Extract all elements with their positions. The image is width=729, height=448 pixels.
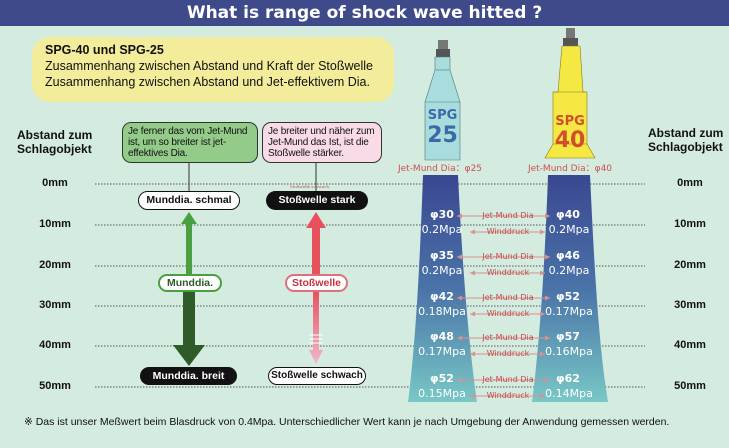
- jet-mund-dia-label: Jet-Mund Dia: [482, 375, 534, 384]
- distance-label-left: 50mm: [39, 380, 71, 392]
- distance-label-right: 10mm: [674, 218, 706, 230]
- winddruck-label: Winddruck: [486, 391, 530, 400]
- spg25-pressure-value: 0.2Mpa: [421, 264, 463, 277]
- arrowhead: [545, 377, 550, 383]
- spg40-pressure-value: 0.2Mpa: [548, 223, 590, 236]
- arrowhead: [457, 254, 462, 260]
- spg25-pressure-value: 0.18Mpa: [418, 305, 466, 318]
- arrowhead: [540, 351, 545, 357]
- munddia-breit-label: Munddia. breit: [140, 367, 237, 385]
- axis-label-left: Abstand zum Schlagobjekt: [17, 128, 93, 156]
- distance-label-left: 10mm: [39, 218, 71, 230]
- arrowhead: [540, 393, 545, 399]
- intro-box: SPG-40 und SPG-25 Zusammenhang zwischen …: [32, 37, 394, 102]
- spg25-dia-value: φ48: [430, 330, 454, 343]
- distance-label-right: 30mm: [674, 299, 706, 311]
- distance-label-right: 20mm: [674, 259, 706, 271]
- arrowhead: [457, 295, 462, 301]
- stosswelle-label: Stoßwelle: [285, 274, 348, 292]
- intro-line: Zusammenhang zwischen Abstand und Kraft …: [45, 59, 373, 73]
- munddia-schmal-label: Munddia. schmal: [138, 191, 240, 210]
- callout-stosswelle: Je breiter und näher zum Jet-Mund das Is…: [262, 122, 382, 163]
- spg25-brand: SPG: [427, 108, 458, 123]
- stosswelle-stark-label: Stoßwelle stark: [266, 191, 368, 210]
- jet-mund-dia-label: Jet-Mund Dia: [482, 252, 534, 261]
- nozzle-spg25: [424, 40, 461, 161]
- distance-label-left: 40mm: [39, 339, 71, 351]
- winddruck-label: Winddruck: [486, 309, 530, 318]
- spg25-dia-value: φ35: [430, 249, 454, 262]
- spg40-pressure-value: 0.17Mpa: [545, 305, 593, 318]
- distance-label-left: 0mm: [42, 177, 68, 189]
- spg40-dia-value: φ52: [556, 290, 580, 303]
- arrowhead: [545, 213, 550, 219]
- pink-arrow-down: [309, 291, 323, 364]
- intro-line: Zusammenhang zwischen Abstand und Jet-ef…: [45, 75, 370, 89]
- distance-label-left: 30mm: [39, 299, 71, 311]
- distance-label-right: 0mm: [677, 177, 703, 189]
- arrowhead: [470, 270, 475, 276]
- spg40-dia-value: φ46: [556, 249, 580, 262]
- munddia-label: Munddia.: [158, 274, 222, 292]
- jet-spg40: [532, 175, 608, 402]
- nozzle-spg40: [544, 28, 596, 159]
- arrowhead: [457, 213, 462, 219]
- arrowhead: [470, 393, 475, 399]
- spg25-pressure-value: 0.2Mpa: [421, 223, 463, 236]
- jet-mund-dia-label: Jet-Mund Dia: [482, 211, 534, 220]
- spg40-mouth-label: Jet-Mund Dia：φ40: [527, 164, 613, 174]
- jet-spg25: [408, 175, 477, 402]
- green-arrow-up: [181, 212, 197, 275]
- spg25-dia-value: φ30: [430, 208, 454, 221]
- stosswelle-tiny-label: Stoßwelle schwach: [290, 184, 329, 189]
- winddruck-label: Winddruck: [486, 268, 530, 277]
- arrowhead: [545, 295, 550, 301]
- pink-arrow-up: [306, 212, 326, 275]
- spg25-pressure-value: 0.15Mpa: [418, 387, 466, 400]
- distance-label-right: 50mm: [674, 380, 706, 392]
- arrowhead: [470, 311, 475, 317]
- stosswelle-schwach-label: Stoßwelle schwach: [268, 367, 366, 385]
- spg40-pressure-value: 0.2Mpa: [548, 264, 590, 277]
- spg40-dia-value: φ40: [556, 208, 580, 221]
- axis-label-right: Abstand zum Schlagobjekt: [648, 126, 724, 154]
- winddruck-label: Winddruck: [486, 227, 530, 236]
- footnote: ※ Das ist unser Meßwert beim Blasdruck v…: [24, 416, 670, 428]
- green-arrow-down: [173, 291, 205, 366]
- spg25-model: 25: [427, 123, 458, 148]
- intro-heading: SPG-40 und SPG-25: [45, 43, 164, 57]
- spg25-pressure-value: 0.17Mpa: [418, 345, 466, 358]
- arrowhead: [457, 335, 462, 341]
- arrowhead: [470, 351, 475, 357]
- page-title: What is range of shock wave hitted ?: [0, 0, 729, 26]
- arrowhead: [540, 270, 545, 276]
- jet-mund-dia-label: Jet-Mund Dia: [482, 333, 534, 342]
- arrowhead: [457, 377, 462, 383]
- spg40-pressure-value: 0.14Mpa: [545, 387, 593, 400]
- spg40-dia-value: φ57: [556, 330, 580, 343]
- arrowhead: [470, 229, 475, 235]
- arrowhead: [545, 335, 550, 341]
- spg40-pressure-value: 0.16Mpa: [545, 345, 593, 358]
- arrowhead: [540, 311, 545, 317]
- spg40-model: 40: [554, 128, 586, 153]
- distance-label-right: 40mm: [674, 339, 706, 351]
- arrowhead: [540, 229, 545, 235]
- spg25-mouth-label: Jet-Mund Dia：φ25: [397, 164, 483, 174]
- arrowhead: [545, 254, 550, 260]
- distance-label-left: 20mm: [39, 259, 71, 271]
- spg25-dia-value: φ42: [430, 290, 454, 303]
- winddruck-label: Winddruck: [486, 349, 530, 358]
- jet-mund-dia-label: Jet-Mund Dia: [482, 293, 534, 302]
- spg25-dia-value: φ52: [430, 372, 454, 385]
- callout-munddia: Je ferner das vom Jet-Mund ist, um so br…: [122, 122, 258, 163]
- spg40-brand: SPG: [555, 114, 585, 129]
- spg40-dia-value: φ62: [556, 372, 580, 385]
